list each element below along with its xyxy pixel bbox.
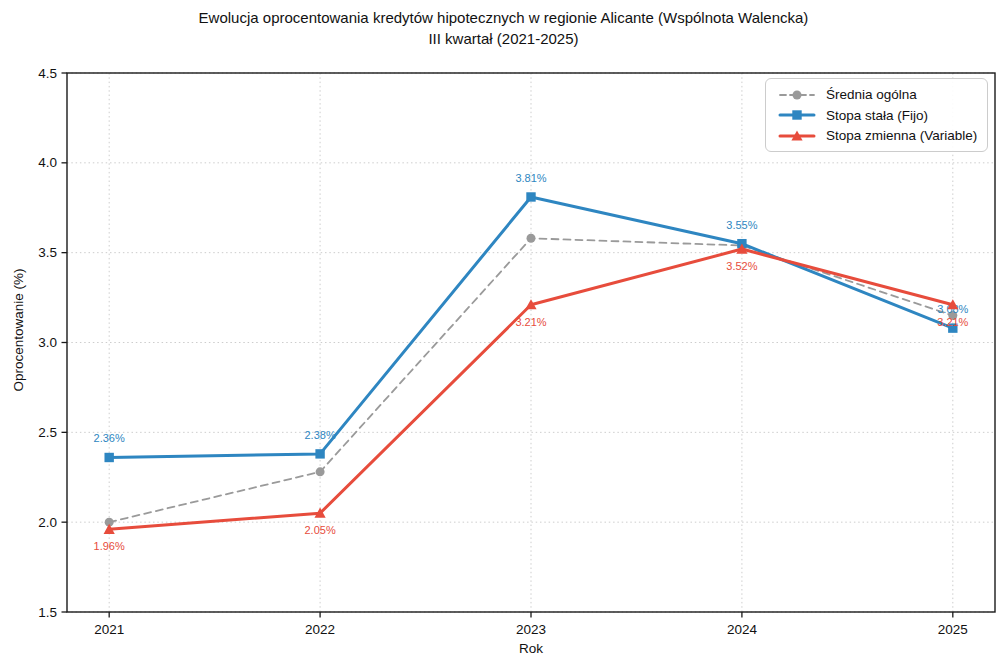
legend-item-srednia-ogolna: Średnia ogólna <box>778 87 975 102</box>
point-label: 2.05% <box>304 524 335 536</box>
data-point-marker <box>104 453 113 462</box>
legend-item-stopa-stala: Stopa stała (Fijo) <box>778 108 975 123</box>
y-tick-label: 4.0 <box>38 155 57 170</box>
point-label: 2.36% <box>94 432 125 444</box>
x-tick-label: 2021 <box>94 622 124 637</box>
data-point-marker <box>526 192 535 201</box>
data-point-marker <box>315 449 324 458</box>
data-point-marker <box>793 90 802 99</box>
legend-label: Stopa stała (Fijo) <box>826 108 928 123</box>
point-label: 3.81% <box>515 172 546 184</box>
plot-spines <box>67 73 995 612</box>
y-tick-label: 2.0 <box>38 515 57 530</box>
point-label: 3.21% <box>515 316 546 328</box>
x-axis-label: Rok <box>519 641 543 656</box>
point-label: 3.52% <box>726 260 757 272</box>
x-tick-label: 2025 <box>938 622 968 637</box>
point-label: 3.55% <box>726 219 757 231</box>
data-point-marker <box>527 234 536 243</box>
legend-swatch-solid-square-icon <box>778 108 816 122</box>
x-tick-label: 2023 <box>516 622 546 637</box>
legend-label: Średnia ogólna <box>826 87 917 102</box>
point-label: 3.21% <box>937 316 968 328</box>
legend-item-stopa-zmienna: Stopa zmienna (Variable) <box>778 128 975 143</box>
legend-swatch-dashed-circle-icon <box>778 88 816 102</box>
legend: Średnia ogólna Stopa stała (Fijo) Stopa … <box>765 78 988 152</box>
x-tick-label: 2022 <box>305 622 335 637</box>
point-label: 1.96% <box>94 540 125 552</box>
x-tick-label: 2024 <box>727 622 758 637</box>
y-tick-label: 3.5 <box>38 245 57 260</box>
legend-label: Stopa zmienna (Variable) <box>826 128 977 143</box>
y-tick-label: 2.5 <box>38 425 57 440</box>
y-axis-label: Oprocentowanie (%) <box>11 268 26 391</box>
y-tick-label: 4.5 <box>38 66 57 81</box>
data-point-marker <box>792 110 801 119</box>
point-label: 2.38% <box>304 429 335 441</box>
y-tick-label: 3.0 <box>38 335 57 350</box>
data-point-marker <box>316 467 325 476</box>
y-tick-label: 1.5 <box>38 605 57 620</box>
series-line-2 <box>109 249 953 529</box>
legend-swatch-solid-triangle-icon <box>778 129 816 143</box>
mortgage-rates-line-chart: Ewolucja oprocentowania kredytów hipotec… <box>0 0 1007 669</box>
